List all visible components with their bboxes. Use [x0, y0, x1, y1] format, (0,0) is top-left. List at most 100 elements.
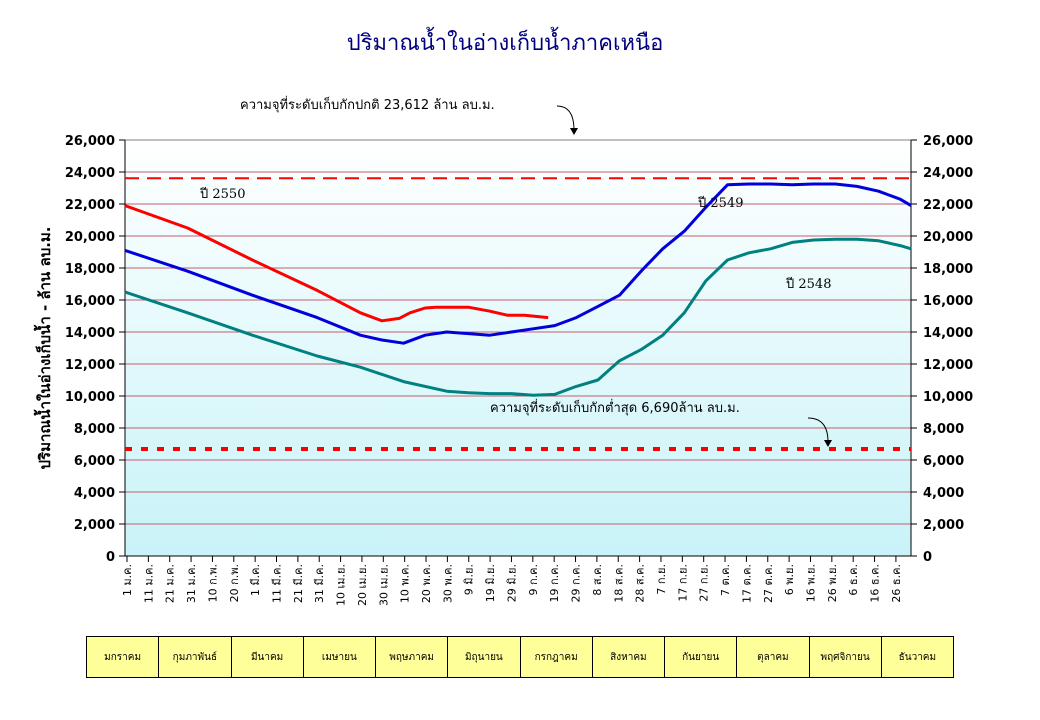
x-tick-label: 7 ต.ค. [719, 564, 732, 596]
x-tick-label: 11 มี.ค. [271, 564, 284, 603]
x-tick-label: 7 ก.ย. [655, 564, 668, 595]
x-tick-label: 21 มี.ค. [292, 564, 305, 603]
annotations: ความจุที่ระดับเก็บกักปกติ 23,612 ล้าน ลบ… [199, 95, 832, 447]
y-tick-label: 6,000 [74, 454, 115, 469]
max-capacity-arrowhead [570, 128, 578, 135]
y-tick-label-right: 12,000 [923, 358, 973, 373]
max-capacity-arrow [556, 105, 575, 131]
x-tick-label: 21 ม.ค. [164, 564, 177, 603]
y-tick-label-right: 14,000 [923, 326, 973, 341]
month-cell: สิงหาคม [592, 637, 665, 677]
series-line [124, 182, 912, 345]
plot-area [124, 139, 912, 557]
y-tick-label-right: 22,000 [923, 198, 973, 213]
x-tick-label: 18 ส.ค. [612, 564, 625, 603]
y-tick-label: 0 [106, 550, 115, 565]
y-tick-label-right: 24,000 [923, 166, 973, 181]
month-cell: พฤศจิกายน [809, 637, 882, 677]
month-cell: กุมภาพันธ์ [159, 637, 232, 677]
x-tick-label: 31 ม.ค. [185, 564, 198, 603]
y-tick-label-right: 20,000 [923, 230, 973, 245]
x-tick-label: 26 ธ.ค. [890, 564, 903, 603]
y-tick-label-right: 4,000 [923, 486, 964, 501]
y-tick-label: 18,000 [65, 262, 115, 277]
y-tick-label-right: 0 [923, 550, 932, 565]
chart-title: ปริมาณน้ำในอ่างเก็บน้ำภาคเหนือ [347, 27, 664, 56]
x-tick-label: 17 ต.ค. [740, 564, 753, 603]
x-tick-label: 10 เม.ย. [335, 564, 348, 606]
y-tick-label-right: 6,000 [923, 454, 964, 469]
x-tick-label: 8 ส.ค. [591, 564, 604, 596]
x-tick-label: 9 ก.ค. [527, 564, 540, 596]
min-capacity-arrow [807, 417, 829, 443]
y-tick-label: 26,000 [65, 134, 115, 149]
x-tick-label: 26 พ.ย. [826, 564, 839, 602]
x-tick-label: 6 พ.ย. [783, 564, 796, 595]
x-tick-label: 28 ส.ค. [634, 564, 647, 603]
x-tick-label: 30 พ.ค. [441, 564, 454, 603]
y-tick-label: 8,000 [74, 422, 115, 437]
y-tick-label: 14,000 [65, 326, 115, 341]
month-cell: กรกฎาคม [520, 637, 593, 677]
x-tick-label: 19 ก.ค. [548, 564, 561, 603]
month-cell: ธันวาคม [881, 637, 953, 677]
series-line [124, 204, 549, 323]
x-tick-label: 20 ก.พ. [228, 564, 241, 602]
y-tick-label-right: 18,000 [923, 262, 973, 277]
series-label-2548: ปี 2548 [785, 276, 831, 292]
y-tick-label: 24,000 [65, 166, 115, 181]
series-line [124, 237, 912, 397]
y-tick-label: 12,000 [65, 358, 115, 373]
y-tick-label-right: 26,000 [923, 134, 973, 149]
y-tick-label: 10,000 [65, 390, 115, 405]
y-tick-label-right: 8,000 [923, 422, 964, 437]
y-tick-label: 16,000 [65, 294, 115, 309]
x-tick-label: 11 ม.ค. [142, 564, 155, 603]
month-legend: มกราคม กุมภาพันธ์ มีนาคม เมษายน พฤษภาคม มิถุน… [86, 636, 954, 678]
x-tick-label: 1 ม.ค. [121, 564, 134, 596]
y-tick-label: 4,000 [74, 486, 115, 501]
min-capacity-arrowhead [824, 440, 832, 447]
month-cell: ตุลาคม [737, 637, 810, 677]
series-lines [124, 182, 912, 397]
y-tick-label: 2,000 [74, 518, 115, 533]
grid-lines [125, 171, 911, 557]
y-tick-label-right: 2,000 [923, 518, 964, 533]
y-axis-left: 0 2,000 4,000 6,000 8,000 10,000 12,000 14,000 1… [65, 134, 126, 565]
y-tick-label: 20,000 [65, 230, 115, 245]
x-tick-label: 31 มี.ค. [313, 564, 326, 603]
x-tick-label: 29 มิ.ย. [505, 564, 518, 602]
series-label-2550: ปี 2550 [199, 186, 245, 202]
month-cell: มีนาคม [231, 637, 304, 677]
y-tick-label-right: 16,000 [923, 294, 973, 309]
month-cell: พฤษภาคม [376, 637, 449, 677]
x-tick-label: 27 ต.ค. [762, 564, 775, 603]
x-tick-label: 10 พ.ค. [399, 564, 412, 603]
x-tick-label: 29 ก.ค. [570, 564, 583, 603]
y-tick-label-right: 10,000 [923, 390, 973, 405]
x-tick-label: 27 ก.ย. [698, 564, 711, 602]
month-cell: เมษายน [303, 637, 376, 677]
reference-lines [125, 177, 911, 451]
month-cell: มิถุนายน [448, 637, 521, 677]
x-tick-label: 6 ธ.ค. [847, 564, 860, 596]
x-tick-label: 20 เม.ย. [356, 564, 369, 606]
y-axis-title: ปริมาณน้ำในอ่างเก็บน้ำ - ล้าน ลบ.ม. [33, 227, 54, 470]
x-tick-label: 20 พ.ค. [420, 564, 433, 603]
series-label-2549: ปี 2549 [697, 195, 743, 211]
x-tick-label: 9 มิ.ย. [463, 564, 476, 595]
x-tick-label: 30 เม.ย. [377, 564, 390, 606]
x-tick-label: 1 มี.ค. [249, 564, 262, 596]
x-tick-label: 19 มิ.ย. [484, 564, 497, 602]
y-axis-right: 0 2,000 4,000 6,000 8,000 10,000 12,000 14,000 1… [910, 134, 973, 565]
x-tick-label: 16 พ.ย. [804, 564, 817, 602]
min-capacity-label: ความจุที่ระดับเก็บกักต่ำสุด 6,690ล้าน ลบ… [490, 398, 740, 416]
x-axis: 1 ม.ค. 11 ม.ค. 21 ม.ค. 31 ม.ค. 10 ก.พ. 20 ก.พ… [121, 556, 903, 606]
x-tick-label: 17 ก.ย. [676, 564, 689, 602]
x-tick-label: 16 ธ.ค. [869, 564, 882, 603]
x-tick-label: 10 ก.พ. [206, 564, 219, 602]
month-cell: กันยายน [665, 637, 738, 677]
y-tick-label: 22,000 [65, 198, 115, 213]
max-capacity-label: ความจุที่ระดับเก็บกักปกติ 23,612 ล้าน ลบ… [240, 95, 495, 113]
